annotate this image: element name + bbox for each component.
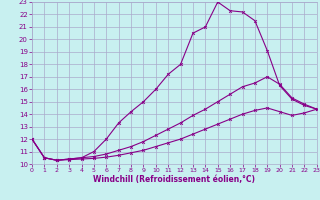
X-axis label: Windchill (Refroidissement éolien,°C): Windchill (Refroidissement éolien,°C) — [93, 175, 255, 184]
